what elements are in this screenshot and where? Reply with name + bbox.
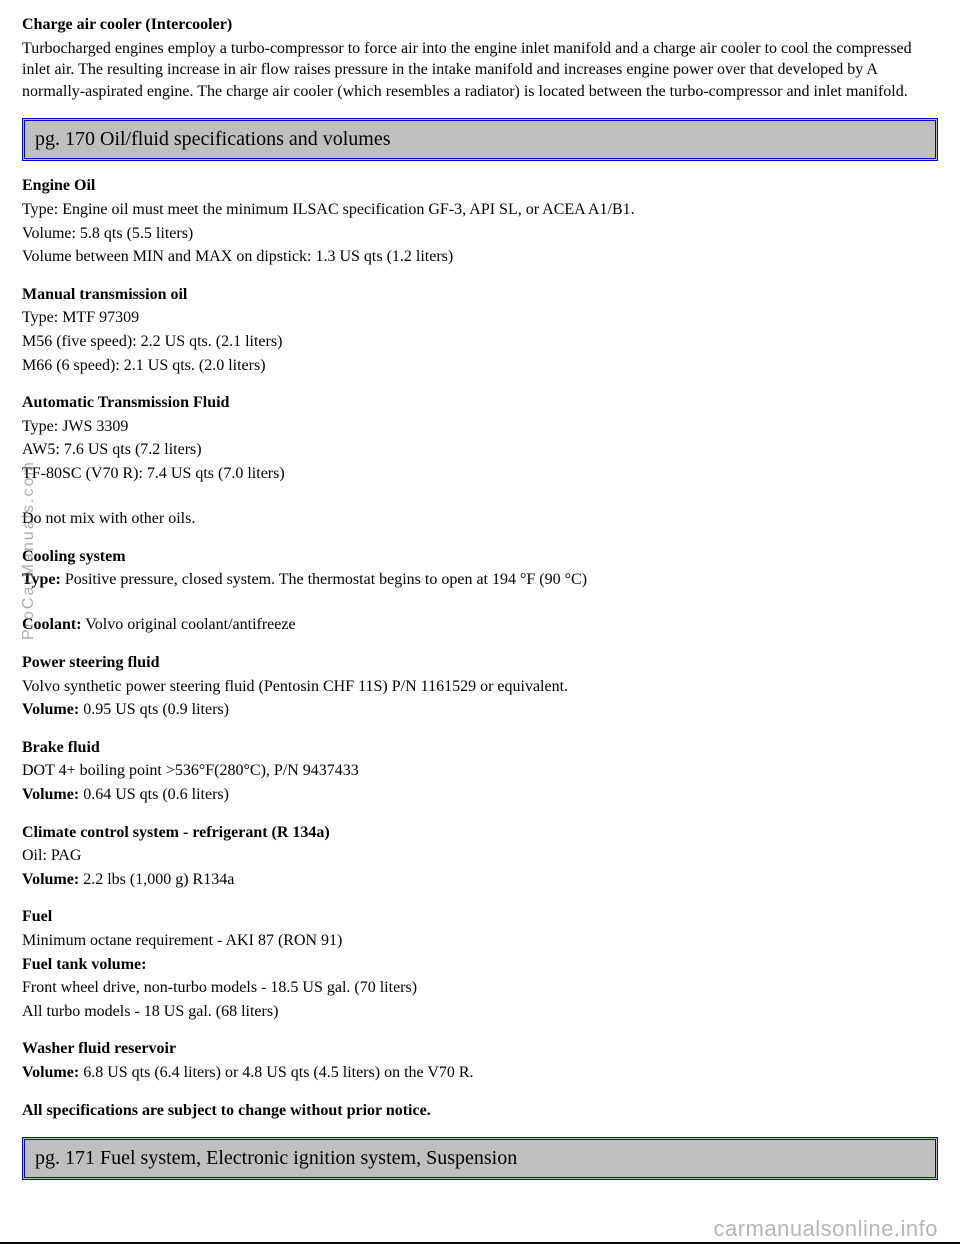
brake-vol-text: 0.64 US qts (0.6 liters): [79, 786, 229, 803]
washer-vol-label: Volume:: [22, 1064, 79, 1081]
auto-trans-block: Automatic Transmission Fluid Type: JWS 3…: [22, 392, 938, 530]
ps-vol-text: 0.95 US qts (0.9 liters): [79, 701, 229, 718]
fuel-tank-label: Fuel tank volume:: [22, 956, 146, 973]
fuel-heading: Fuel: [22, 908, 52, 925]
disclaimer-block: All specifications are subject to change…: [22, 1100, 938, 1122]
cooling-block: Cooling system Type: Positive pressure, …: [22, 546, 938, 636]
coolant-text: Volvo original coolant/antifreeze: [82, 616, 296, 633]
cooling-type-label: Type:: [22, 571, 61, 588]
engine-oil-block: Engine Oil Type: Engine oil must meet th…: [22, 175, 938, 267]
footer-watermark: carmanualsonline.info: [713, 1214, 938, 1244]
coolant-label: Coolant:: [22, 616, 82, 633]
washer-heading: Washer fluid reservoir: [22, 1040, 176, 1057]
engine-oil-line2: Volume: 5.8 qts (5.5 liters): [22, 223, 938, 245]
cooling-heading: Cooling system: [22, 548, 126, 565]
auto-trans-heading: Automatic Transmission Fluid: [22, 394, 229, 411]
section-header-171: pg. 171 Fuel system, Electronic ignition…: [22, 1137, 938, 1180]
section-header-170: pg. 170 Oil/fluid specifications and vol…: [22, 118, 938, 161]
intro-heading: Charge air cooler (Intercooler): [22, 16, 232, 33]
manual-trans-heading: Manual transmission oil: [22, 286, 187, 303]
climate-heading: Climate control system - refrigerant (R …: [22, 824, 330, 841]
brake-heading: Brake fluid: [22, 739, 100, 756]
ps-vol-label: Volume:: [22, 701, 79, 718]
washer-vol-text: 6.8 US qts (6.4 liters) or 4.8 US qts (4…: [79, 1064, 473, 1081]
document-page: Charge air cooler (Intercooler) Turbocha…: [0, 0, 960, 1242]
auto-trans-line3: TF-80SC (V70 R): 7.4 US qts (7.0 liters): [22, 463, 938, 485]
cooling-type-text: Positive pressure, closed system. The th…: [61, 571, 587, 588]
climate-vol-text: 2.2 lbs (1,000 g) R134a: [79, 871, 234, 888]
brake-line1: DOT 4+ boiling point >536°F(280°C), P/N …: [22, 760, 938, 782]
washer-block: Washer fluid reservoir Volume: 6.8 US qt…: [22, 1038, 938, 1083]
fuel-line3: All turbo models - 18 US gal. (68 liters…: [22, 1001, 938, 1023]
fuel-line2: Front wheel drive, non-turbo models - 18…: [22, 977, 938, 999]
climate-vol-label: Volume:: [22, 871, 79, 888]
manual-trans-line3: M66 (6 speed): 2.1 US qts. (2.0 liters): [22, 355, 938, 377]
disclaimer-text: All specifications are subject to change…: [22, 1102, 431, 1119]
auto-trans-line1: Type: JWS 3309: [22, 416, 938, 438]
intro-block: Charge air cooler (Intercooler) Turbocha…: [22, 14, 938, 102]
ps-heading: Power steering fluid: [22, 654, 159, 671]
fuel-block: Fuel Minimum octane requirement - AKI 87…: [22, 906, 938, 1022]
engine-oil-line3: Volume between MIN and MAX on dipstick: …: [22, 246, 938, 268]
auto-trans-note: Do not mix with other oils.: [22, 508, 938, 530]
brake-vol-label: Volume:: [22, 786, 79, 803]
brake-block: Brake fluid DOT 4+ boiling point >536°F(…: [22, 737, 938, 806]
engine-oil-line1: Type: Engine oil must meet the minimum I…: [22, 199, 938, 221]
manual-trans-line1: Type: MTF 97309: [22, 307, 938, 329]
manual-trans-block: Manual transmission oil Type: MTF 97309 …: [22, 284, 938, 376]
climate-line1: Oil: PAG: [22, 845, 938, 867]
power-steering-block: Power steering fluid Volvo synthetic pow…: [22, 652, 938, 721]
auto-trans-line2: AW5: 7.6 US qts (7.2 liters): [22, 439, 938, 461]
manual-trans-line2: M56 (five speed): 2.2 US qts. (2.1 liter…: [22, 331, 938, 353]
ps-line1: Volvo synthetic power steering fluid (Pe…: [22, 676, 938, 698]
fuel-line1: Minimum octane requirement - AKI 87 (RON…: [22, 930, 938, 952]
engine-oil-heading: Engine Oil: [22, 177, 95, 194]
climate-block: Climate control system - refrigerant (R …: [22, 822, 938, 891]
intro-text: Turbocharged engines employ a turbo-comp…: [22, 38, 938, 103]
